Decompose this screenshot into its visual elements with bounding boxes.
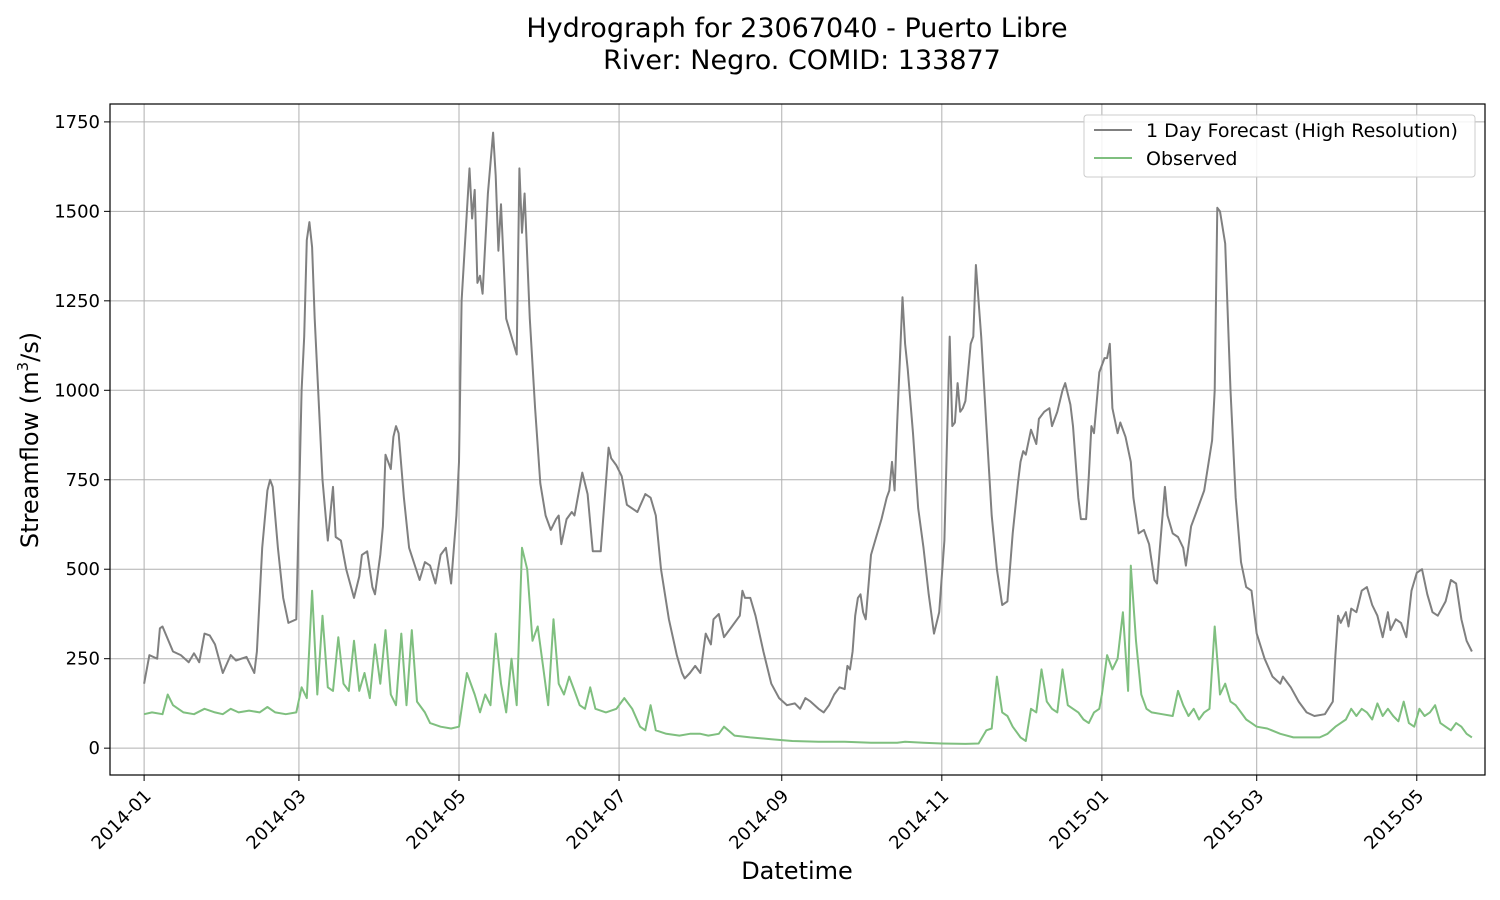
y-tick-label: 250 xyxy=(66,649,100,670)
x-tick-label: 2014-05 xyxy=(402,786,470,854)
y-axis-label-tail: /s) xyxy=(16,332,44,362)
y-tick-label: 1750 xyxy=(54,112,100,133)
legend-frame xyxy=(1083,114,1476,178)
y-tick-label: 500 xyxy=(66,559,100,580)
x-tick-label: 2014-01 xyxy=(88,786,156,854)
y-axis: 0 250 500 750 1000 1250 1500 1750 xyxy=(54,112,110,759)
chart-subtitle: River: Negro. COMID: 133877 xyxy=(603,45,1001,76)
x-tick-label: 2014-11 xyxy=(885,786,953,854)
series-line-observed xyxy=(143,546,1473,745)
y-tick-label: 1500 xyxy=(54,201,100,222)
y-tick-label: 1250 xyxy=(54,291,100,312)
series-layer xyxy=(143,131,1473,745)
x-tick-label: 2015-01 xyxy=(1045,786,1113,854)
x-tick-label: 2014-07 xyxy=(563,786,631,854)
y-tick-label: 1000 xyxy=(54,380,100,401)
plot-area-frame xyxy=(109,103,1486,776)
x-axis: 2014-01 2014-03 2014-05 2014-07 2014-09 2014-… xyxy=(88,775,1428,854)
legend-label-forecast: 1 Day Forecast (High Resolution) xyxy=(1146,120,1458,142)
y-axis-label: Streamflow (m3/s) xyxy=(14,332,44,548)
y-tick-label: 750 xyxy=(66,470,100,491)
x-tick-label: 2014-03 xyxy=(242,786,310,854)
y-tick-label: 0 xyxy=(89,738,100,759)
legend-label-observed: Observed xyxy=(1146,148,1237,170)
x-tick-label: 2015-03 xyxy=(1200,786,1268,854)
grid-lines xyxy=(110,104,1485,775)
x-tick-label: 2014-09 xyxy=(725,786,793,854)
y-axis-label-main: Streamflow (m xyxy=(16,371,44,548)
chart-title: Hydrograph for 23067040 - Puerto Libre xyxy=(526,13,1067,44)
legend: 1 Day Forecast (High Resolution) Observe… xyxy=(1083,114,1476,178)
x-axis-label: Datetime xyxy=(741,857,853,885)
x-tick-label: 2015-05 xyxy=(1360,786,1428,854)
y-axis-label-superscript: 3 xyxy=(14,362,32,372)
series-line-forecast xyxy=(143,131,1473,717)
